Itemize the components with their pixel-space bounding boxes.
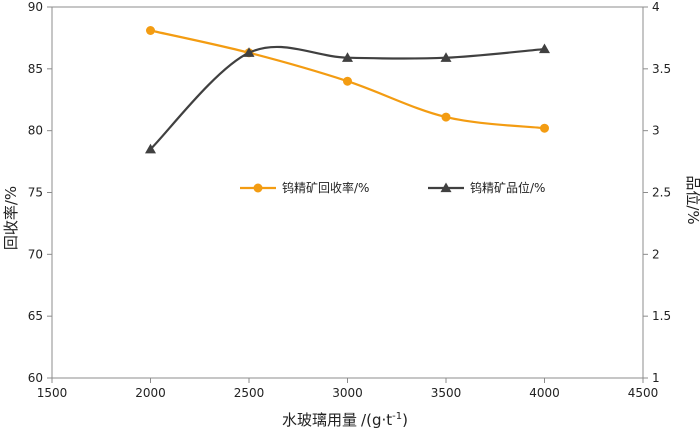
x-tick-label: 1500 [37, 386, 68, 400]
x-tick-label: 2000 [135, 386, 166, 400]
tick-labels: 1500 2000 2500 3000 3500 4000 4500 60 65 70 75 80 85… [28, 0, 671, 400]
x-tick-label: 2500 [234, 386, 265, 400]
y-right-tick-label: 4 [652, 0, 660, 14]
y-left-tick-label: 60 [28, 371, 43, 385]
y-right-tick-label: 3.5 [652, 62, 671, 76]
x-tick-label: 4000 [529, 386, 560, 400]
y-left-tick-label: 85 [28, 62, 43, 76]
data-point-triangle [440, 52, 452, 62]
data-point-triangle [243, 47, 255, 57]
legend-label: 钨精矿回收率/% [282, 180, 369, 195]
axes [47, 6, 648, 383]
y-axis-title-right: 品位/% [684, 175, 700, 224]
data-point-triangle [539, 43, 550, 54]
y-right-tick-label: 3 [652, 124, 660, 138]
series-grade [145, 43, 550, 154]
x-tick-label: 3000 [332, 386, 363, 400]
legend-entry: 钨精矿品位/% [428, 180, 545, 195]
y-right-tick-label: 2 [652, 247, 660, 261]
y-right-tick-label: 2.5 [652, 186, 671, 200]
x-axis-title-main: 水玻璃用量 [282, 411, 357, 429]
y-axis-title-left: 回收率/% [2, 186, 20, 250]
x-axis-title-unit-close: ) [402, 411, 408, 429]
series-recovery [146, 25, 549, 133]
legend: 钨精矿回收率/% 钨精矿品位/% [240, 180, 545, 195]
y-left-tick-label: 90 [28, 0, 43, 14]
y-left-tick-label: 75 [28, 186, 43, 200]
x-tick-label: 4500 [628, 386, 659, 400]
legend-label: 钨精矿品位/% [470, 180, 545, 195]
data-point-triangle [145, 143, 156, 154]
x-axis-title-unit: /(g·t [361, 411, 392, 429]
y-left-tick-label: 70 [28, 247, 43, 261]
data-point-circle [146, 25, 155, 35]
y-left-tick-label: 65 [28, 309, 43, 323]
legend-entry: 钨精矿回收率/% [240, 180, 369, 195]
y-right-tick-label: 1 [652, 371, 660, 385]
series-line [149, 45, 545, 151]
data-point-circle [343, 76, 352, 86]
y-right-tick-label: 1.5 [652, 309, 671, 323]
data-point-triangle [342, 52, 353, 62]
y-left-tick-label: 80 [28, 124, 43, 138]
x-tick-label: 3500 [431, 386, 462, 400]
x-axis-title-unit-exp: -1 [392, 411, 402, 422]
legend-marker [440, 182, 452, 193]
data-point-circle [441, 112, 451, 122]
legend-marker [253, 183, 263, 193]
series [145, 25, 550, 154]
data-point-circle [540, 123, 549, 133]
x-axis-title: 水玻璃用量/(g·t-1) [282, 411, 408, 429]
